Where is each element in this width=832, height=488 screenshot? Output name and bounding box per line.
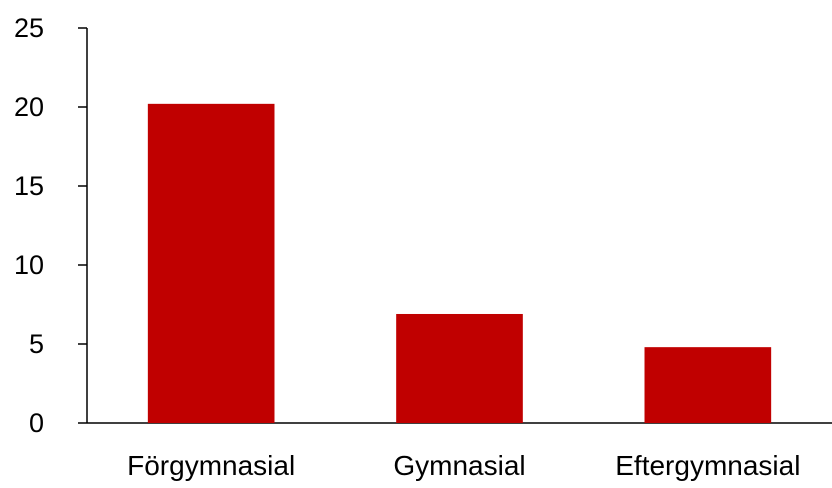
y-tick-label: 25 (14, 13, 44, 43)
x-category-label: Gymnasial (393, 450, 525, 481)
bar-förgymnasial (147, 103, 275, 423)
x-category-label: Förgymnasial (127, 450, 295, 481)
y-tick-label: 5 (29, 329, 44, 359)
y-tick-label: 20 (14, 92, 44, 122)
y-tick-label: 0 (29, 408, 44, 438)
bar-eftergymnasial (644, 347, 772, 423)
category-labels: Förgymnasial Gymnasial Eftergymnasial (127, 450, 800, 481)
x-category-label: Eftergymnasial (615, 450, 800, 481)
y-tick-label: 10 (14, 250, 44, 280)
bars (147, 103, 772, 423)
y-tick-label: 15 (14, 171, 44, 201)
bar-gymnasial (396, 313, 523, 423)
y-axis: 0 5 10 15 20 25 (14, 13, 88, 438)
